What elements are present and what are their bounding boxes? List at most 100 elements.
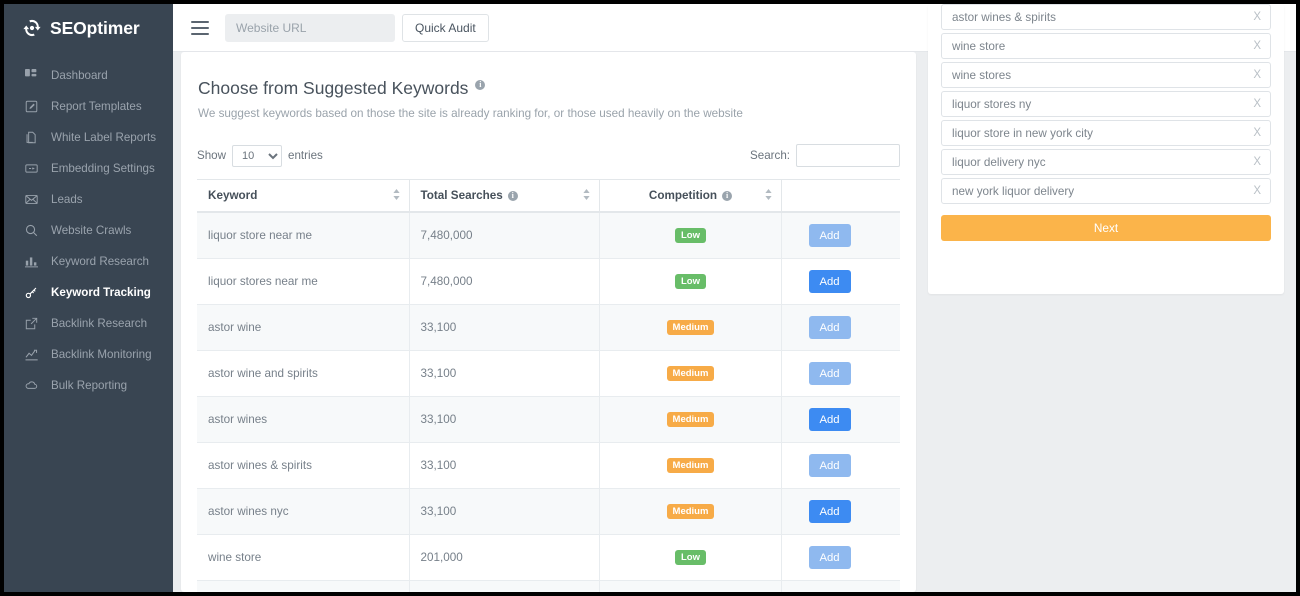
sidebar-item-backlink-monitoring[interactable]: Backlink Monitoring (4, 339, 173, 370)
search-label: Search: (750, 149, 790, 162)
selected-keyword-row[interactable]: liquor delivery nyc X (941, 149, 1271, 175)
selected-keyword-label: liquor delivery nyc (952, 155, 1046, 169)
hamburger-icon[interactable] (191, 20, 209, 35)
col-keyword[interactable]: Keyword (197, 179, 410, 213)
sidebar-item-label: Backlink Monitoring (51, 348, 152, 361)
add-keyword-button[interactable]: Add (808, 408, 851, 431)
selected-keyword-row[interactable]: new york liquor delivery X (941, 178, 1271, 204)
cell-total-searches: 201,000 (409, 580, 600, 592)
table-header: Keyword Total Searches i (197, 179, 900, 213)
sidebar-item-label: White Label Reports (51, 131, 157, 144)
line-chart-icon (24, 348, 38, 362)
sidebar: SEOptimer Dashboard Report Templates Whi… (4, 4, 173, 592)
envelope-icon (24, 193, 38, 207)
entries-select[interactable]: 10 (232, 144, 283, 167)
info-icon[interactable]: i (507, 190, 518, 201)
sidebar-item-report-templates[interactable]: Report Templates (4, 91, 173, 122)
col-competition-label: Competition (648, 189, 718, 202)
cell-keyword: wine stores (197, 580, 410, 592)
brand-name: SEOptimer (50, 17, 140, 38)
cell-competition: Medium (599, 396, 782, 443)
selected-keyword-label: liquor store in new york city (952, 126, 1093, 140)
info-icon[interactable]: i (475, 79, 486, 90)
app-window: SEOptimer Dashboard Report Templates Whi… (4, 4, 1296, 592)
col-keyword-label: Keyword (208, 189, 258, 202)
selected-keyword-row[interactable]: wine stores X (941, 62, 1271, 88)
selected-keyword-row[interactable]: wine store X (941, 33, 1271, 59)
selected-keyword-label: new york liquor delivery (952, 184, 1075, 198)
add-keyword-button[interactable]: Add (808, 454, 851, 477)
x-icon[interactable]: X (1253, 69, 1261, 81)
keywords-table: Keyword Total Searches i (197, 179, 900, 592)
sidebar-item-label: Dashboard (51, 69, 108, 82)
competition-badge: Medium (666, 457, 715, 474)
cell-action: Add (781, 304, 900, 351)
sort-icon (764, 188, 772, 203)
sidebar-item-backlink-research[interactable]: Backlink Research (4, 308, 173, 339)
cell-action: Add (781, 488, 900, 535)
table-row: astor wines nyc 33,100 Medium Add (197, 488, 900, 535)
sidebar-item-label: Keyword Research (51, 255, 149, 268)
table-controls: Show 10 entries Search: (197, 144, 900, 167)
sidebar-item-keyword-tracking[interactable]: Keyword Tracking (4, 277, 173, 308)
col-competition[interactable]: Competition i (599, 179, 782, 213)
sidebar-item-label: Leads (51, 193, 83, 206)
x-icon[interactable]: X (1253, 127, 1261, 139)
sidebar-item-dashboard[interactable]: Dashboard (4, 60, 173, 91)
x-icon[interactable]: X (1253, 185, 1261, 197)
sidebar-item-keyword-research[interactable]: Keyword Research (4, 246, 173, 277)
x-icon[interactable]: X (1253, 40, 1261, 52)
add-keyword-button[interactable]: Add (808, 316, 851, 339)
add-keyword-button[interactable]: Add (808, 224, 851, 247)
website-url-input[interactable] (225, 13, 395, 42)
gear-arrows-logo-icon (21, 17, 43, 39)
quick-audit-button[interactable]: Quick Audit (402, 13, 489, 42)
add-keyword-button[interactable]: Add (808, 362, 851, 385)
sidebar-nav: Dashboard Report Templates White Label R… (4, 52, 173, 401)
brand-logo[interactable]: SEOptimer (4, 4, 173, 52)
col-total-searches[interactable]: Total Searches i (409, 179, 600, 213)
add-keyword-button[interactable]: Add (808, 546, 851, 569)
entries-label: entries (288, 149, 323, 162)
selected-keyword-row[interactable]: liquor store in new york city X (941, 120, 1271, 146)
cell-total-searches: 33,100 (409, 488, 600, 535)
next-button[interactable]: Next (941, 215, 1271, 241)
selected-keyword-label: wine stores (952, 68, 1012, 82)
cell-competition: Low (599, 258, 782, 305)
competition-badge: Low (675, 227, 706, 244)
x-icon[interactable]: X (1253, 98, 1261, 110)
cell-action: Add (781, 580, 900, 592)
x-icon[interactable]: X (1253, 156, 1261, 168)
dashboard-icon (24, 69, 38, 83)
search-input[interactable] (796, 144, 900, 167)
suggested-keywords-card: Choose from Suggested Keywords i We sugg… (181, 52, 916, 592)
sidebar-item-embedding-settings[interactable]: Embedding Settings (4, 153, 173, 184)
selected-keyword-label: wine store (952, 39, 1006, 53)
table-row: astor wine 33,100 Medium Add (197, 304, 900, 351)
sort-icon (392, 188, 400, 203)
selected-keyword-label: liquor stores ny (952, 97, 1032, 111)
cell-action: Add (781, 212, 900, 259)
sidebar-item-bulk-reporting[interactable]: Bulk Reporting (4, 370, 173, 401)
add-keyword-button[interactable]: Add (808, 270, 851, 293)
selected-keyword-row[interactable]: liquor stores ny X (941, 91, 1271, 117)
cell-action: Add (781, 396, 900, 443)
cell-total-searches: 7,480,000 (409, 212, 600, 259)
sort-icon (582, 188, 590, 203)
x-icon[interactable]: X (1253, 11, 1261, 23)
selected-keyword-row[interactable]: astor wines & spirits X (941, 4, 1271, 30)
sidebar-item-leads[interactable]: Leads (4, 184, 173, 215)
table-header-row: Keyword Total Searches i (197, 179, 900, 213)
page-title: Choose from Suggested Keywords i (181, 52, 916, 99)
sidebar-item-website-crawls[interactable]: Website Crawls (4, 215, 173, 246)
add-keyword-button[interactable]: Add (808, 500, 851, 523)
competition-badge: Low (675, 273, 706, 290)
bar-chart-icon (24, 255, 38, 269)
sidebar-item-white-label-reports[interactable]: White Label Reports (4, 122, 173, 153)
edit-document-icon (24, 100, 38, 114)
info-icon[interactable]: i (722, 190, 733, 201)
cell-total-searches: 7,480,000 (409, 258, 600, 305)
